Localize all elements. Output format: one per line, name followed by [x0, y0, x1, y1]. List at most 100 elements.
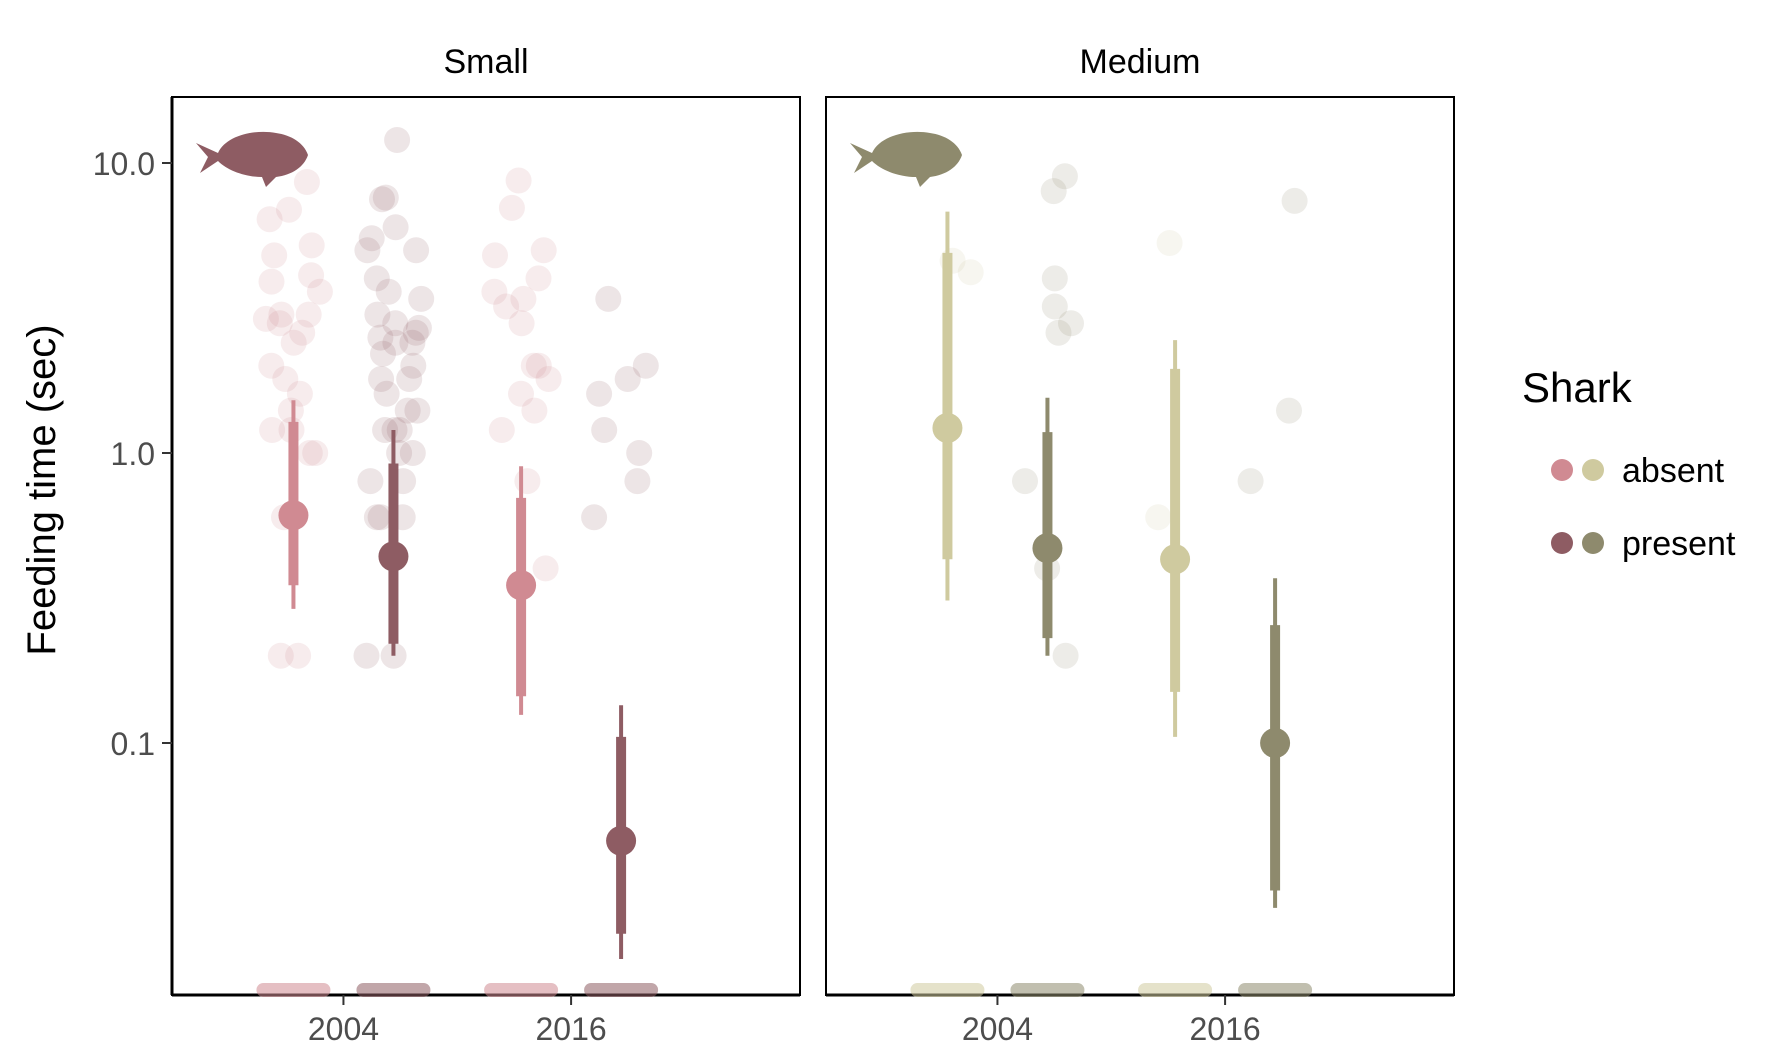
data-point [289, 319, 316, 346]
data-point [482, 242, 508, 269]
zero-band [1010, 983, 1085, 997]
legend-title: Shark [1522, 364, 1633, 411]
zero-band [584, 983, 659, 997]
data-point [296, 440, 323, 466]
panel-small: Small 0.1 1.0 10.0 2004 2016 [93, 43, 801, 1047]
data-point [525, 265, 552, 292]
panel-border [825, 96, 1455, 996]
data-point [302, 440, 329, 466]
zero-band [1138, 983, 1213, 997]
data-point [276, 196, 302, 223]
legend-swatch-small [1551, 532, 1573, 554]
estimate-point [1260, 728, 1291, 758]
data-point [1281, 187, 1308, 214]
legend-swatch-small [1551, 459, 1573, 481]
data-point [1276, 397, 1302, 424]
data-point [382, 310, 409, 337]
series-present-2004 [353, 127, 435, 997]
zero-band [1238, 983, 1313, 997]
estimate-point [278, 500, 309, 531]
data-point [384, 127, 411, 153]
data-point [626, 440, 653, 466]
data-point [498, 194, 525, 221]
zero-band [256, 983, 331, 997]
data-point [396, 366, 423, 392]
data-point [268, 301, 295, 328]
data-point [1012, 468, 1038, 495]
data-point [614, 366, 641, 392]
legend-swatch-medium [1582, 459, 1604, 481]
panels-layer: Small 0.1 1.0 10.0 2004 2016 Medium 2004 2016 [93, 43, 1455, 1047]
data-point [353, 642, 380, 669]
series-absent-2004 [910, 211, 985, 997]
legend: Shark absent present [1522, 364, 1736, 563]
data-point [373, 380, 400, 407]
fish-silhouette-icon [850, 131, 962, 187]
data-point [399, 329, 426, 356]
legend-label: absent [1622, 452, 1725, 490]
y-axis-label: Feeding time (sec) [20, 324, 64, 655]
data-point [306, 278, 333, 305]
data-point [1058, 310, 1084, 337]
data-point [267, 642, 294, 669]
estimate-point [378, 541, 409, 572]
data-point [586, 380, 613, 407]
data-point [261, 242, 288, 269]
x-tick-label: 2016 [536, 1011, 607, 1047]
data-point [581, 504, 608, 531]
data-point [1041, 265, 1068, 292]
data-point [258, 352, 285, 379]
data-point [481, 278, 508, 305]
legend-label: present [1622, 525, 1736, 563]
data-point [521, 397, 548, 424]
data-point [405, 314, 432, 341]
series-present-2016 [1237, 187, 1313, 997]
series-absent-2016 [1138, 230, 1213, 997]
data-point [363, 504, 390, 531]
data-point [1237, 468, 1264, 495]
estimate-point [506, 570, 537, 601]
panel-title: Small [443, 43, 528, 81]
y-tick-label: 0.1 [111, 726, 155, 762]
data-point [368, 366, 395, 392]
data-point [632, 352, 659, 379]
data-point [1040, 178, 1067, 205]
data-point [252, 305, 279, 332]
data-point [408, 285, 435, 312]
data-point [530, 237, 557, 264]
estimate-point [932, 412, 963, 443]
data-point [493, 293, 520, 320]
data-point [295, 301, 322, 328]
data-point [1156, 230, 1183, 256]
data-point [1045, 319, 1072, 346]
data-point [505, 167, 532, 194]
data-point [488, 417, 515, 443]
data-point [370, 340, 396, 367]
zero-band [910, 983, 985, 997]
data-point [372, 184, 399, 211]
data-point [400, 352, 427, 379]
data-point [404, 397, 431, 424]
data-point [394, 397, 421, 424]
data-point [367, 504, 394, 531]
data-point [1052, 642, 1079, 669]
data-point [258, 268, 285, 295]
data-point [354, 237, 381, 264]
data-point [520, 352, 547, 379]
zero-band [356, 983, 431, 997]
data-point [403, 237, 430, 264]
series-present-2016 [581, 285, 659, 997]
data-point [280, 329, 307, 356]
data-point [298, 232, 325, 259]
data-point [514, 468, 541, 495]
panel-medium: Medium 2004 2016 [825, 43, 1455, 1047]
data-point [595, 285, 622, 312]
data-point [364, 301, 391, 328]
data-point [256, 206, 283, 233]
x-tick-label: 2004 [962, 1011, 1033, 1047]
data-point [510, 285, 537, 312]
data-point [382, 329, 409, 356]
data-point [386, 440, 413, 466]
data-point [358, 225, 385, 252]
